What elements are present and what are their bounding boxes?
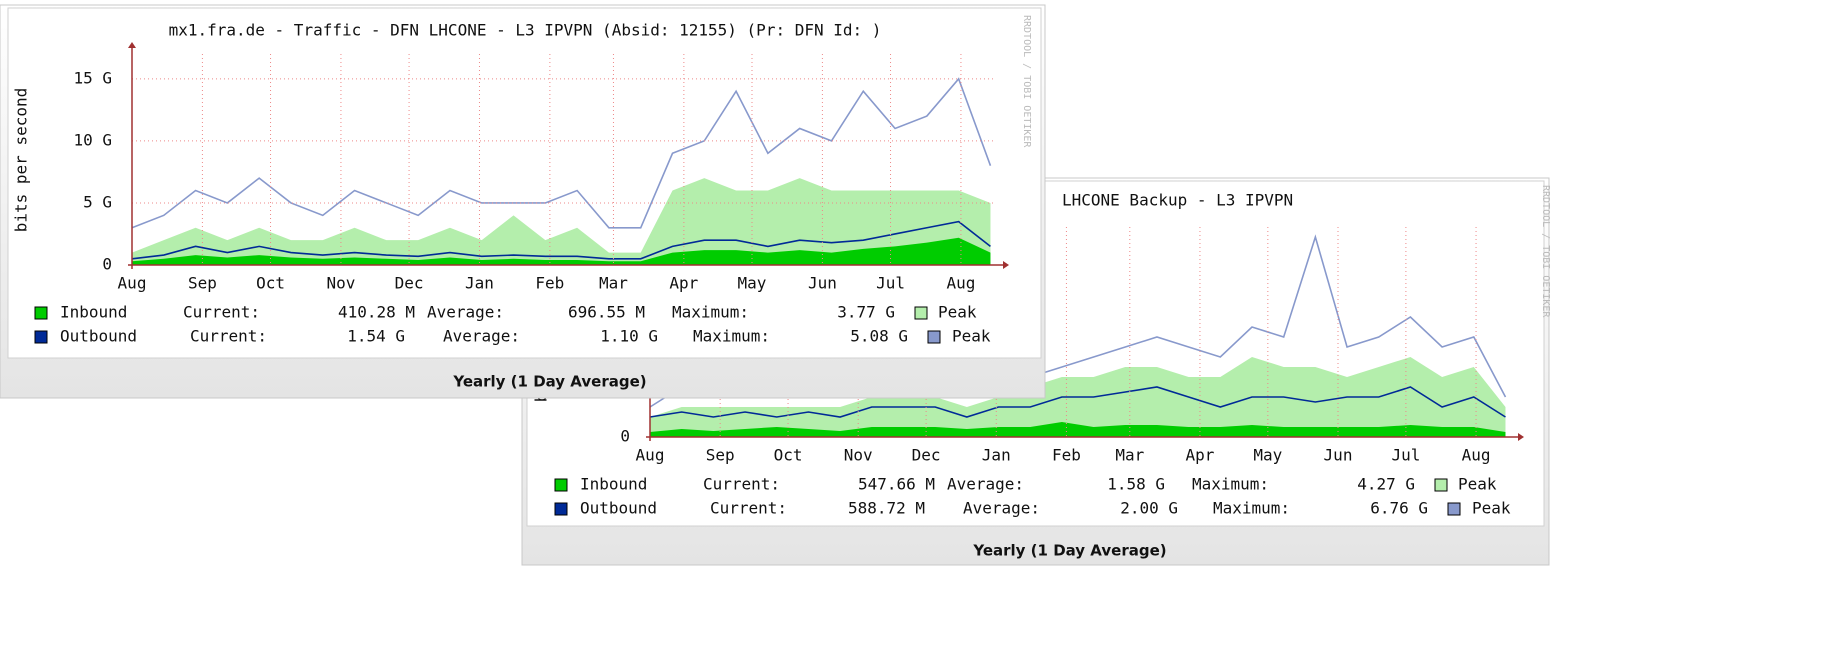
legend-label: Inbound (580, 475, 647, 494)
x-tick-label: Feb (1052, 446, 1081, 465)
legend-stat: 3.77 G (837, 303, 895, 322)
footer: Yearly (1 Day Average) (452, 373, 646, 391)
x-tick-label: Jan (982, 446, 1011, 465)
x-tick-label: Feb (535, 274, 564, 293)
legend-stat: 5.08 G (850, 327, 908, 346)
y-tick-label: 0 (102, 255, 112, 274)
legend-stat: Average: (443, 327, 520, 346)
x-tick-label: Mar (1115, 446, 1144, 465)
legend-label: Peak (1458, 475, 1497, 494)
legend-swatch (554, 502, 568, 516)
x-tick-label: Oct (256, 274, 285, 293)
x-tick-label: Nov (326, 274, 355, 293)
x-tick-label: Mar (599, 274, 628, 293)
series-line (649, 386, 1506, 418)
legend-stat: Current: (703, 475, 780, 494)
legend-swatch (554, 478, 568, 492)
y-tick-label: 15 G (73, 68, 112, 87)
x-tick-label: Aug (118, 274, 147, 293)
x-tick-label: Jun (1324, 446, 1353, 465)
side-text: RRDTOOL / TOBI OETIKER (1021, 15, 1032, 148)
x-tick-label: Apr (669, 274, 698, 293)
legend-stat: Average: (947, 475, 1024, 494)
legend-stat: Maximum: (1192, 475, 1269, 494)
series-area (650, 422, 1506, 437)
x-tick-label: Aug (946, 274, 975, 293)
x-tick-label: Sep (706, 446, 735, 465)
legend-swatch (914, 306, 928, 320)
legend-stat: Current: (710, 499, 787, 518)
graph-frame (7, 7, 1042, 359)
x-tick-label: Sep (188, 274, 217, 293)
legend-swatch (1434, 478, 1448, 492)
legend-stat: 4.27 G (1357, 475, 1415, 494)
y-tick-label: 10 G (73, 130, 112, 149)
legend-stat: Maximum: (672, 303, 749, 322)
legend-stat: Average: (963, 499, 1040, 518)
series-line (131, 77, 992, 229)
legend-swatch (34, 306, 48, 320)
x-tick-label: Jun (808, 274, 837, 293)
legend-stat: 1.58 G (1107, 475, 1165, 494)
y-tick-label: 5 G (83, 192, 112, 211)
x-tick-label: Apr (1185, 446, 1214, 465)
x-tick-label: Jul (1391, 446, 1420, 465)
legend-label: Inbound (60, 303, 127, 322)
chart-title: mx1.fra.de - Traffic - DFN LHCONE - L3 I… (169, 21, 882, 40)
legend-label: Peak (938, 303, 977, 322)
legend-stat: 588.72 M (848, 499, 925, 518)
chart-card: mx1.fra.de - Traffic - DFN LHCONE - L3 I… (0, 4, 1046, 399)
x-axis-arrow (1518, 433, 1524, 441)
legend-stat: Current: (190, 327, 267, 346)
chart-title: LHCONE Backup - L3 IPVPN (1062, 191, 1293, 210)
legend-stat: 410.28 M (338, 303, 415, 322)
legend-swatch (34, 330, 48, 344)
x-tick-label: Jul (876, 274, 905, 293)
legend-swatch (927, 330, 941, 344)
legend-swatch (1447, 502, 1461, 516)
x-tick-label: Nov (844, 446, 873, 465)
x-tick-label: May (1253, 446, 1282, 465)
legend-label: Outbound (580, 499, 657, 518)
legend-label: Outbound (60, 327, 137, 346)
legend-stat: 547.66 M (858, 475, 935, 494)
legend-label: Peak (1472, 499, 1511, 518)
x-tick-label: Oct (774, 446, 803, 465)
series-area (132, 237, 991, 265)
legend-stat: 696.55 M (568, 303, 645, 322)
series-area (132, 178, 991, 265)
x-tick-label: Aug (1462, 446, 1491, 465)
side-text: RRDTOOL / TOBI OETIKER (1540, 185, 1551, 318)
legend-stat: 1.54 G (347, 327, 405, 346)
x-tick-label: May (738, 274, 767, 293)
legend-stat: 6.76 G (1370, 499, 1428, 518)
legend-label: Peak (952, 327, 991, 346)
x-tick-label: Dec (395, 274, 424, 293)
legend-stat: 1.10 G (600, 327, 658, 346)
series-line (131, 220, 991, 260)
legend-stat: Maximum: (693, 327, 770, 346)
y-axis-arrow (128, 42, 136, 48)
x-tick-label: Aug (636, 446, 665, 465)
x-axis-arrow (1003, 261, 1009, 269)
x-tick-label: Dec (912, 446, 941, 465)
legend-stat: 2.00 G (1120, 499, 1178, 518)
x-tick-label: Jan (465, 274, 494, 293)
y-axis-label: bits per second (12, 88, 31, 233)
footer: Yearly (1 Day Average) (972, 542, 1166, 560)
legend-stat: Maximum: (1213, 499, 1290, 518)
y-tick-label: 0 (620, 427, 630, 446)
legend-stat: Current: (183, 303, 260, 322)
legend-stat: Average: (427, 303, 504, 322)
